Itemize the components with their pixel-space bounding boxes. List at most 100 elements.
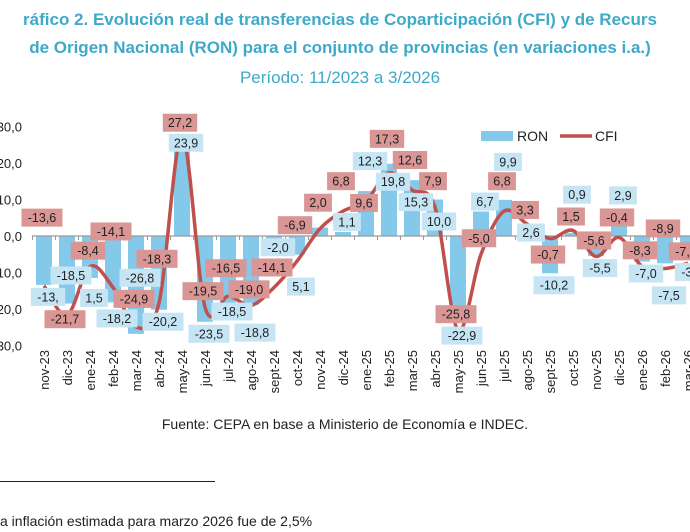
ron-bar: [680, 236, 690, 249]
footnote: a inflación estimada para marzo 2026 fue…: [0, 513, 313, 529]
x-tick-label: jul-24: [221, 350, 236, 383]
ron-data-label-box: [211, 302, 253, 321]
ron-bar: [312, 227, 328, 236]
ron-data-label: 1,5: [85, 291, 102, 305]
ron-data-label: 6,7: [476, 195, 493, 209]
cfi-data-label: -21,7: [51, 313, 80, 327]
x-tick-label: dic-25: [612, 350, 627, 385]
cfi-data-label-box: [70, 241, 106, 260]
ron-data-label: -2,0: [267, 241, 289, 255]
cfi-data-label-box: [327, 172, 355, 191]
cfi-data-label: -16,5: [212, 262, 241, 276]
cfi-data-label: -8,9: [652, 222, 674, 236]
cfi-data-label-box: [90, 222, 132, 241]
cfi-data-label: -7,5: [675, 245, 690, 259]
cfi-data-label-box: [44, 310, 86, 329]
ron-data-label-box: [96, 309, 138, 328]
cfi-data-label: -13,6: [28, 211, 57, 225]
ron-data-label-box: [628, 264, 664, 283]
x-tick-label: may-24: [175, 350, 190, 393]
cfi-data-label: 6,8: [493, 175, 510, 189]
ron-data-label: -18,5: [57, 269, 86, 283]
cfi-data-label: 17,3: [375, 132, 399, 146]
cfi-data-label-box: [557, 207, 585, 226]
ron-data-label: 2,6: [522, 226, 539, 240]
x-tick-label: nov-24: [313, 350, 328, 390]
ron-data-label: -10,2: [540, 279, 569, 293]
y-tick-label: 10,0: [0, 193, 22, 208]
ron-data-label: -23,5: [195, 327, 224, 341]
ron-data-label: 0,9: [568, 188, 585, 202]
y-tick-label: -30,0: [0, 339, 22, 354]
ron-data-label-box: [563, 185, 591, 204]
ron-data-label-box: [352, 152, 388, 171]
ron-data-label-box: [142, 312, 184, 331]
cfi-data-label: 2,0: [309, 196, 326, 210]
x-tick-label: ago-24: [244, 350, 259, 390]
x-tick-label: jul-25: [497, 350, 512, 383]
cfi-data-label: -19,0: [235, 283, 264, 297]
ron-data-label-box: [260, 238, 296, 257]
cfi-data-label: 12,6: [398, 154, 422, 168]
cfi-data-label-box: [162, 113, 198, 132]
chart-title-line2: de Origen Nacional (RON) para el conjunt…: [29, 38, 651, 57]
x-tick-label: feb-26: [658, 350, 673, 387]
ron-data-label-box: [674, 263, 690, 282]
cfi-data-label-box: [113, 289, 155, 308]
ron-data-label: 10,0: [427, 215, 451, 229]
x-tick-label: nov-25: [589, 350, 604, 390]
x-tick-label: sept-24: [267, 350, 282, 393]
chart-title-line1: ráfico 2. Evolución real de transferenci…: [23, 10, 657, 29]
ron-bar: [36, 236, 52, 285]
cfi-data-label: -5,0: [468, 232, 490, 246]
ron-data-label-box: [50, 266, 92, 285]
cfi-data-label-box: [511, 200, 539, 219]
cfi-data-label-box: [350, 193, 378, 212]
ron-bar: [105, 236, 121, 303]
cfi-data-label-box: [205, 259, 247, 278]
ron-data-label: -7,5: [658, 289, 680, 303]
cfi-data-label-box: [622, 241, 658, 260]
cfi-data-label-box: [576, 231, 612, 250]
y-tick-label: 20,0: [0, 156, 22, 171]
ron-data-label-box: [375, 172, 411, 191]
cfi-data-label-box: [228, 280, 270, 299]
ron-data-label-box: [398, 193, 434, 212]
ron-data-label: -26,8: [126, 271, 155, 285]
cfi-data-label: -14,1: [258, 261, 287, 275]
ron-data-label-box: [168, 133, 204, 152]
cfi-data-label: -8,3: [629, 244, 651, 258]
cfi-data-label: 7,9: [424, 175, 441, 189]
chart: 30,0 20,0 10,0 0,0 -10,0 -20,0 -30,0 RON CFI -13,…: [0, 113, 690, 393]
ron-data-label-box: [234, 323, 276, 342]
cfi-data-label: 9,6: [355, 196, 372, 210]
cfi-data-label-box: [488, 172, 516, 191]
cfi-data-label: -18,3: [143, 252, 172, 266]
x-tick-label: abr-25: [428, 350, 443, 388]
legend-cfi-label: CFI: [595, 128, 618, 144]
cfi-data-label-box: [645, 219, 681, 238]
ron-data-label-box: [517, 223, 545, 242]
cfi-data-label: -8,4: [77, 244, 99, 258]
x-tick-label: nov-23: [37, 350, 52, 390]
x-tick-label: may-25: [451, 350, 466, 393]
ron-data-label: 19,8: [381, 175, 405, 189]
x-tick-label: jun-24: [198, 350, 213, 387]
x-tick-label: dic-24: [336, 350, 351, 385]
cfi-data-label-box: [251, 258, 293, 277]
ron-data-label: -20,2: [149, 315, 178, 329]
cfi-data-label-box: [668, 242, 690, 261]
x-tick-label: feb-24: [106, 350, 121, 387]
ron-data-label: 9,9: [499, 155, 516, 169]
ron-data-label-box: [421, 212, 457, 231]
cfi-data-label-box: [277, 216, 313, 235]
y-tick-label: 30,0: [0, 120, 22, 135]
chart-source: Fuente: CEPA en base a Ministerio de Eco…: [161, 416, 529, 432]
ron-bar: [450, 236, 466, 320]
ron-data-label-box: [119, 268, 161, 287]
cfi-data-label: -5,6: [583, 234, 605, 248]
ron-data-label-box: [471, 192, 499, 211]
ron-data-label-box: [80, 288, 108, 307]
x-tick-label: ene-24: [83, 350, 98, 390]
ron-data-label-box: [333, 212, 361, 231]
